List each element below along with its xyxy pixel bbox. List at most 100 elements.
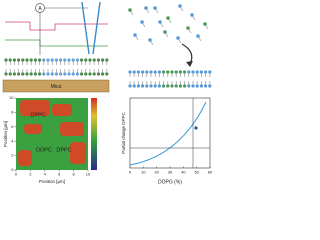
y-tick-label: 2: [11, 153, 14, 158]
lipid-head: [42, 72, 46, 76]
afm-domain: [60, 122, 84, 136]
lipid-head: [25, 72, 29, 76]
lipid-head: [12, 72, 16, 76]
lipid-head: [141, 84, 145, 88]
lipid-head: [80, 58, 84, 62]
lipid-head: [96, 58, 100, 62]
afm-colorbar: [91, 98, 97, 170]
substrate-label: Mica: [51, 84, 62, 90]
lipid-head: [17, 72, 21, 76]
lipid-head: [204, 84, 208, 88]
lipid-head: [149, 70, 153, 74]
lipid-head: [88, 72, 92, 76]
afm-domain: [52, 104, 72, 116]
lipid-head: [141, 70, 145, 74]
lipid-head: [153, 70, 157, 74]
molecule-head: [190, 13, 194, 17]
lipid-head: [50, 72, 54, 76]
substrate: [2, 79, 110, 93]
lipid-head: [4, 72, 8, 76]
lipid-head: [178, 84, 182, 88]
x-tick-label: 6: [58, 172, 61, 177]
lipid-head: [128, 84, 132, 88]
molecule-head: [140, 20, 144, 24]
lipid-head: [63, 58, 67, 62]
highlight-point: [194, 126, 198, 130]
lipid-head: [75, 58, 79, 62]
lipid-head: [178, 70, 182, 74]
lipid-head: [132, 84, 136, 88]
x-tick-label: 8: [72, 172, 75, 177]
lipid-head: [21, 72, 25, 76]
lipid-head: [84, 72, 88, 76]
plot-frame: [129, 97, 211, 169]
lipid-head: [183, 70, 187, 74]
lipid-head: [75, 72, 79, 76]
x-tick-label: 0: [15, 172, 18, 177]
molecule-head: [166, 16, 170, 20]
lipid-head: [199, 70, 203, 74]
lipid-head: [54, 72, 59, 76]
lipid-head: [88, 58, 92, 62]
molecule-head: [148, 38, 152, 42]
afm-domain: [70, 142, 86, 164]
lipid-head: [145, 84, 149, 88]
lipid-head: [71, 72, 75, 76]
lipid-head: [170, 84, 174, 88]
lipid-head: [145, 70, 149, 74]
x-axis-label: Position [μm]: [39, 179, 65, 184]
lipid-head: [105, 58, 109, 62]
x-tick-label: 4: [44, 172, 47, 177]
lipid-head: [101, 58, 105, 62]
lipid-head: [42, 58, 46, 62]
x-tick-label: 40: [181, 170, 186, 175]
y-tick-label: 4: [11, 138, 14, 143]
x-tick-label: 0: [129, 170, 132, 175]
x-tick-label: 60: [208, 170, 213, 175]
ammeter: [35, 3, 45, 13]
lipid-head: [67, 58, 71, 62]
lipid-head: [157, 84, 161, 88]
y-tick-label: 10: [9, 95, 14, 100]
lipid-head: [8, 72, 12, 76]
molecule-head: [203, 22, 207, 26]
molecule-head: [163, 30, 167, 34]
lipid-head: [21, 58, 25, 62]
lipid-head: [187, 84, 191, 88]
lipid-head: [170, 70, 174, 74]
lipid-head: [50, 58, 54, 62]
lipid-head: [80, 72, 84, 76]
molecule-head: [144, 6, 148, 10]
x-tick-label: 50: [194, 170, 199, 175]
lipid-head: [92, 58, 96, 62]
lipid-head: [54, 58, 59, 62]
domain-label: DPPC: [56, 147, 71, 153]
lipid-head: [92, 72, 96, 76]
lipid-head: [84, 58, 88, 62]
lipid-head: [174, 70, 178, 74]
molecule-head: [158, 20, 162, 24]
lipid-head: [71, 58, 75, 62]
lipid-head: [25, 58, 29, 62]
x-tick-label: 10: [86, 172, 91, 177]
y-axis-label: Partial charge DPPC: [121, 111, 126, 153]
lipid-head: [46, 72, 50, 76]
current-trace: [5, 21, 108, 31]
lipid-head: [96, 72, 100, 76]
pipette: [81, 1, 101, 55]
y-tick-label: 8: [11, 109, 14, 114]
x-tick-label: 2: [29, 172, 32, 177]
ammeter-label: A: [38, 6, 42, 12]
lipid-head: [38, 58, 42, 62]
lipid-head: [59, 72, 63, 76]
afm-domain: [24, 124, 42, 134]
lipid-head: [195, 70, 199, 74]
afm-domain: [18, 150, 32, 166]
lipid-head: [183, 84, 187, 88]
curve: [129, 101, 207, 166]
lipid-head: [162, 84, 166, 88]
molecule-head: [128, 8, 132, 12]
lipid-head: [157, 70, 161, 74]
x-axis-label: DOPG (%): [158, 179, 182, 185]
lipid-head: [128, 70, 132, 74]
